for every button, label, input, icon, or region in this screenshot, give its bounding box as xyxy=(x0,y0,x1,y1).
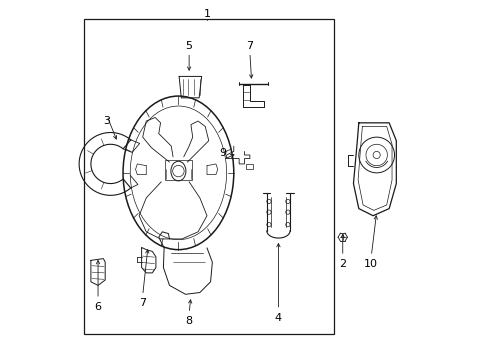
Ellipse shape xyxy=(171,161,185,181)
Text: 7: 7 xyxy=(139,298,146,308)
Text: 6: 6 xyxy=(94,302,102,312)
Text: 1: 1 xyxy=(203,9,210,19)
Text: 9: 9 xyxy=(219,148,226,158)
Text: 7: 7 xyxy=(246,41,253,51)
Text: 4: 4 xyxy=(274,312,282,323)
Bar xyxy=(164,160,192,180)
Bar xyxy=(83,19,333,334)
Bar xyxy=(246,164,253,169)
Text: 2: 2 xyxy=(339,259,346,269)
Text: 5: 5 xyxy=(185,41,192,51)
Text: 10: 10 xyxy=(364,259,378,269)
Text: 3: 3 xyxy=(103,116,110,126)
Text: 8: 8 xyxy=(185,316,192,326)
